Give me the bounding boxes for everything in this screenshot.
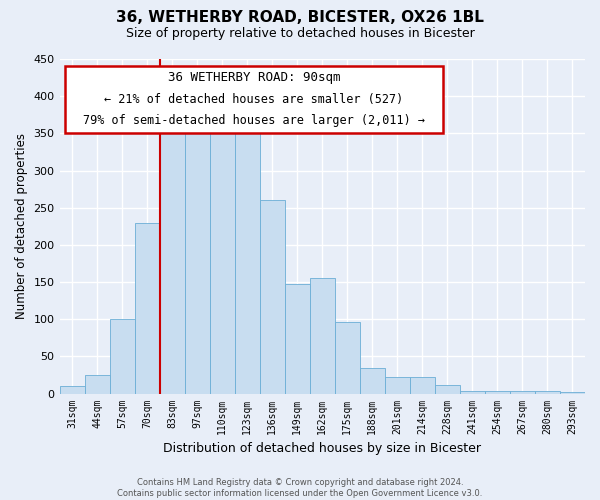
Bar <box>460 390 485 394</box>
Bar <box>110 319 134 394</box>
Bar <box>59 386 85 394</box>
Bar <box>360 368 385 394</box>
X-axis label: Distribution of detached houses by size in Bicester: Distribution of detached houses by size … <box>163 442 481 455</box>
Bar <box>485 390 510 394</box>
Bar <box>510 390 535 394</box>
Text: 36 WETHERBY ROAD: 90sqm: 36 WETHERBY ROAD: 90sqm <box>168 71 340 84</box>
Bar <box>209 115 235 394</box>
Text: Contains HM Land Registry data © Crown copyright and database right 2024.
Contai: Contains HM Land Registry data © Crown c… <box>118 478 482 498</box>
Text: 79% of semi-detached houses are larger (2,011) →: 79% of semi-detached houses are larger (… <box>83 114 425 127</box>
Bar <box>410 377 435 394</box>
Y-axis label: Number of detached properties: Number of detached properties <box>15 134 28 320</box>
Bar <box>285 284 310 394</box>
Bar <box>435 386 460 394</box>
Bar <box>235 128 260 394</box>
Text: 36, WETHERBY ROAD, BICESTER, OX26 1BL: 36, WETHERBY ROAD, BICESTER, OX26 1BL <box>116 10 484 25</box>
Bar <box>310 278 335 394</box>
Bar <box>560 392 585 394</box>
Bar <box>134 222 160 394</box>
Bar <box>160 122 185 394</box>
Text: ← 21% of detached houses are smaller (527): ← 21% of detached houses are smaller (52… <box>104 92 404 106</box>
Bar <box>185 118 209 394</box>
Text: Size of property relative to detached houses in Bicester: Size of property relative to detached ho… <box>125 28 475 40</box>
Bar <box>385 377 410 394</box>
Bar <box>535 390 560 394</box>
FancyBboxPatch shape <box>65 66 443 132</box>
Bar <box>260 200 285 394</box>
Bar <box>335 322 360 394</box>
Bar <box>85 375 110 394</box>
